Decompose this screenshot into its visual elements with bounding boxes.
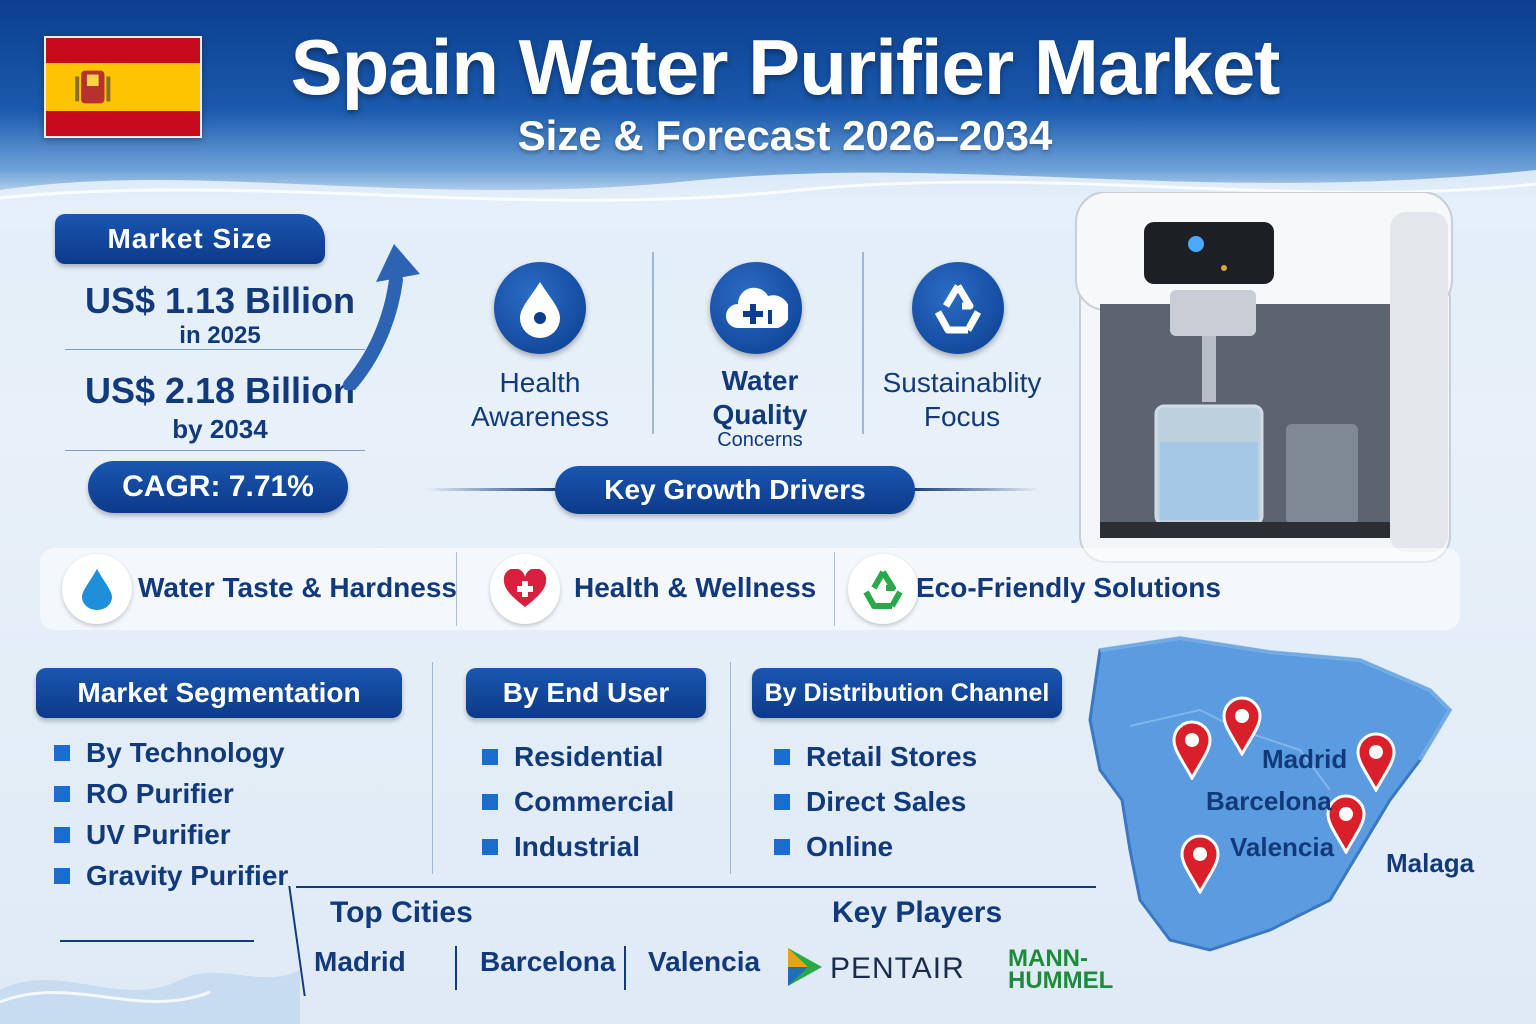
divider [456, 552, 457, 626]
page-title: Spain Water Purifier Market [290, 23, 1281, 111]
location-pin-icon [1222, 696, 1262, 756]
map-label-madrid: Madrid [1262, 744, 1348, 774]
location-pin-icon [1180, 834, 1220, 894]
divider [425, 488, 560, 491]
segmentation-list: By Technology RO Purifier UV Purifier Gr… [54, 732, 414, 896]
growth-arrow-icon [343, 244, 420, 390]
list-item: Residential [482, 734, 722, 779]
divider [730, 662, 731, 874]
map-label-malaga: Malaga [1386, 848, 1475, 878]
header-banner [0, 0, 1536, 200]
end-user-list: Residential Commercial Industrial [482, 734, 722, 869]
water-purifier-image [1075, 192, 1453, 563]
map-label-barcelona: Barcelona [1206, 786, 1332, 816]
key-growth-drivers-label: Key Growth Drivers [555, 466, 915, 514]
list-item: UV Purifier [54, 814, 414, 855]
map-label-valencia: Valencia [1230, 832, 1335, 862]
divider [65, 450, 365, 451]
health-cloud-icon [710, 262, 802, 354]
pentair-logo: PENTAIR [830, 952, 965, 985]
heart-icon [490, 554, 560, 624]
market-value-2034: US$ 2.18 Billion [84, 370, 356, 411]
divider [60, 940, 254, 942]
spain-map [1088, 635, 1453, 952]
cagr-badge: CAGR: 7.71% [88, 461, 348, 513]
feature-health-wellness: Health & Wellness [574, 572, 817, 603]
recycle-icon [848, 554, 918, 624]
water-splash-decoration [0, 970, 300, 1024]
distribution-title: By Distribution Channel [752, 668, 1062, 718]
water-drop-icon [62, 554, 132, 624]
list-item: By Technology [54, 732, 414, 773]
features-strip [40, 548, 1460, 630]
key-players-title: Key Players [832, 896, 1003, 929]
divider [296, 886, 1096, 888]
list-item: Direct Sales [774, 779, 1054, 824]
spain-flag-icon [44, 36, 202, 138]
divider [652, 252, 654, 434]
location-pin-icon [1326, 794, 1366, 854]
mann-hummel-logo: MANN- HUMMEL [1008, 945, 1114, 994]
distribution-list: Retail Stores Direct Sales Online [774, 734, 1054, 869]
city-madrid: Madrid [314, 946, 406, 977]
driver-water-quality: Water Quality Concerns [712, 365, 808, 451]
city-barcelona: Barcelona [480, 946, 616, 977]
divider [624, 946, 626, 990]
recycle-icon [912, 262, 1004, 354]
divider [834, 552, 835, 626]
driver-sustainability-focus: Sustainablity Focus [882, 367, 1042, 432]
list-item: Gravity Purifier [54, 855, 414, 896]
divider [862, 252, 864, 434]
list-item: RO Purifier [54, 773, 414, 814]
top-cities-title: Top Cities [330, 896, 473, 929]
feature-eco-friendly: Eco-Friendly Solutions [916, 572, 1221, 603]
location-pin-icon [1356, 732, 1396, 792]
list-item: Online [774, 824, 1054, 869]
market-size-label: Market Size [55, 214, 325, 264]
feature-water-taste: Water Taste & Hardness [138, 572, 457, 603]
market-value-2025: US$ 1.13 Billion [84, 280, 356, 321]
list-item: Commercial [482, 779, 722, 824]
end-user-title: By End User [466, 668, 706, 718]
divider [65, 349, 365, 350]
market-value-2034-year: by 2034 [172, 414, 268, 444]
market-segmentation-title: Market Segmentation [36, 668, 402, 718]
pentair-logo-icon [788, 948, 822, 986]
market-value-2025-year: in 2025 [179, 322, 261, 349]
driver-health-awareness: Health Awareness [470, 367, 609, 432]
page-subtitle: Size & Forecast 2026–2034 [517, 112, 1053, 159]
divider [455, 946, 457, 990]
city-valencia: Valencia [648, 946, 761, 977]
water-drop-icon [494, 262, 586, 354]
list-item: Retail Stores [774, 734, 1054, 779]
list-item: Industrial [482, 824, 722, 869]
divider [910, 488, 1040, 491]
location-pin-icon [1172, 720, 1212, 780]
divider [432, 662, 433, 874]
